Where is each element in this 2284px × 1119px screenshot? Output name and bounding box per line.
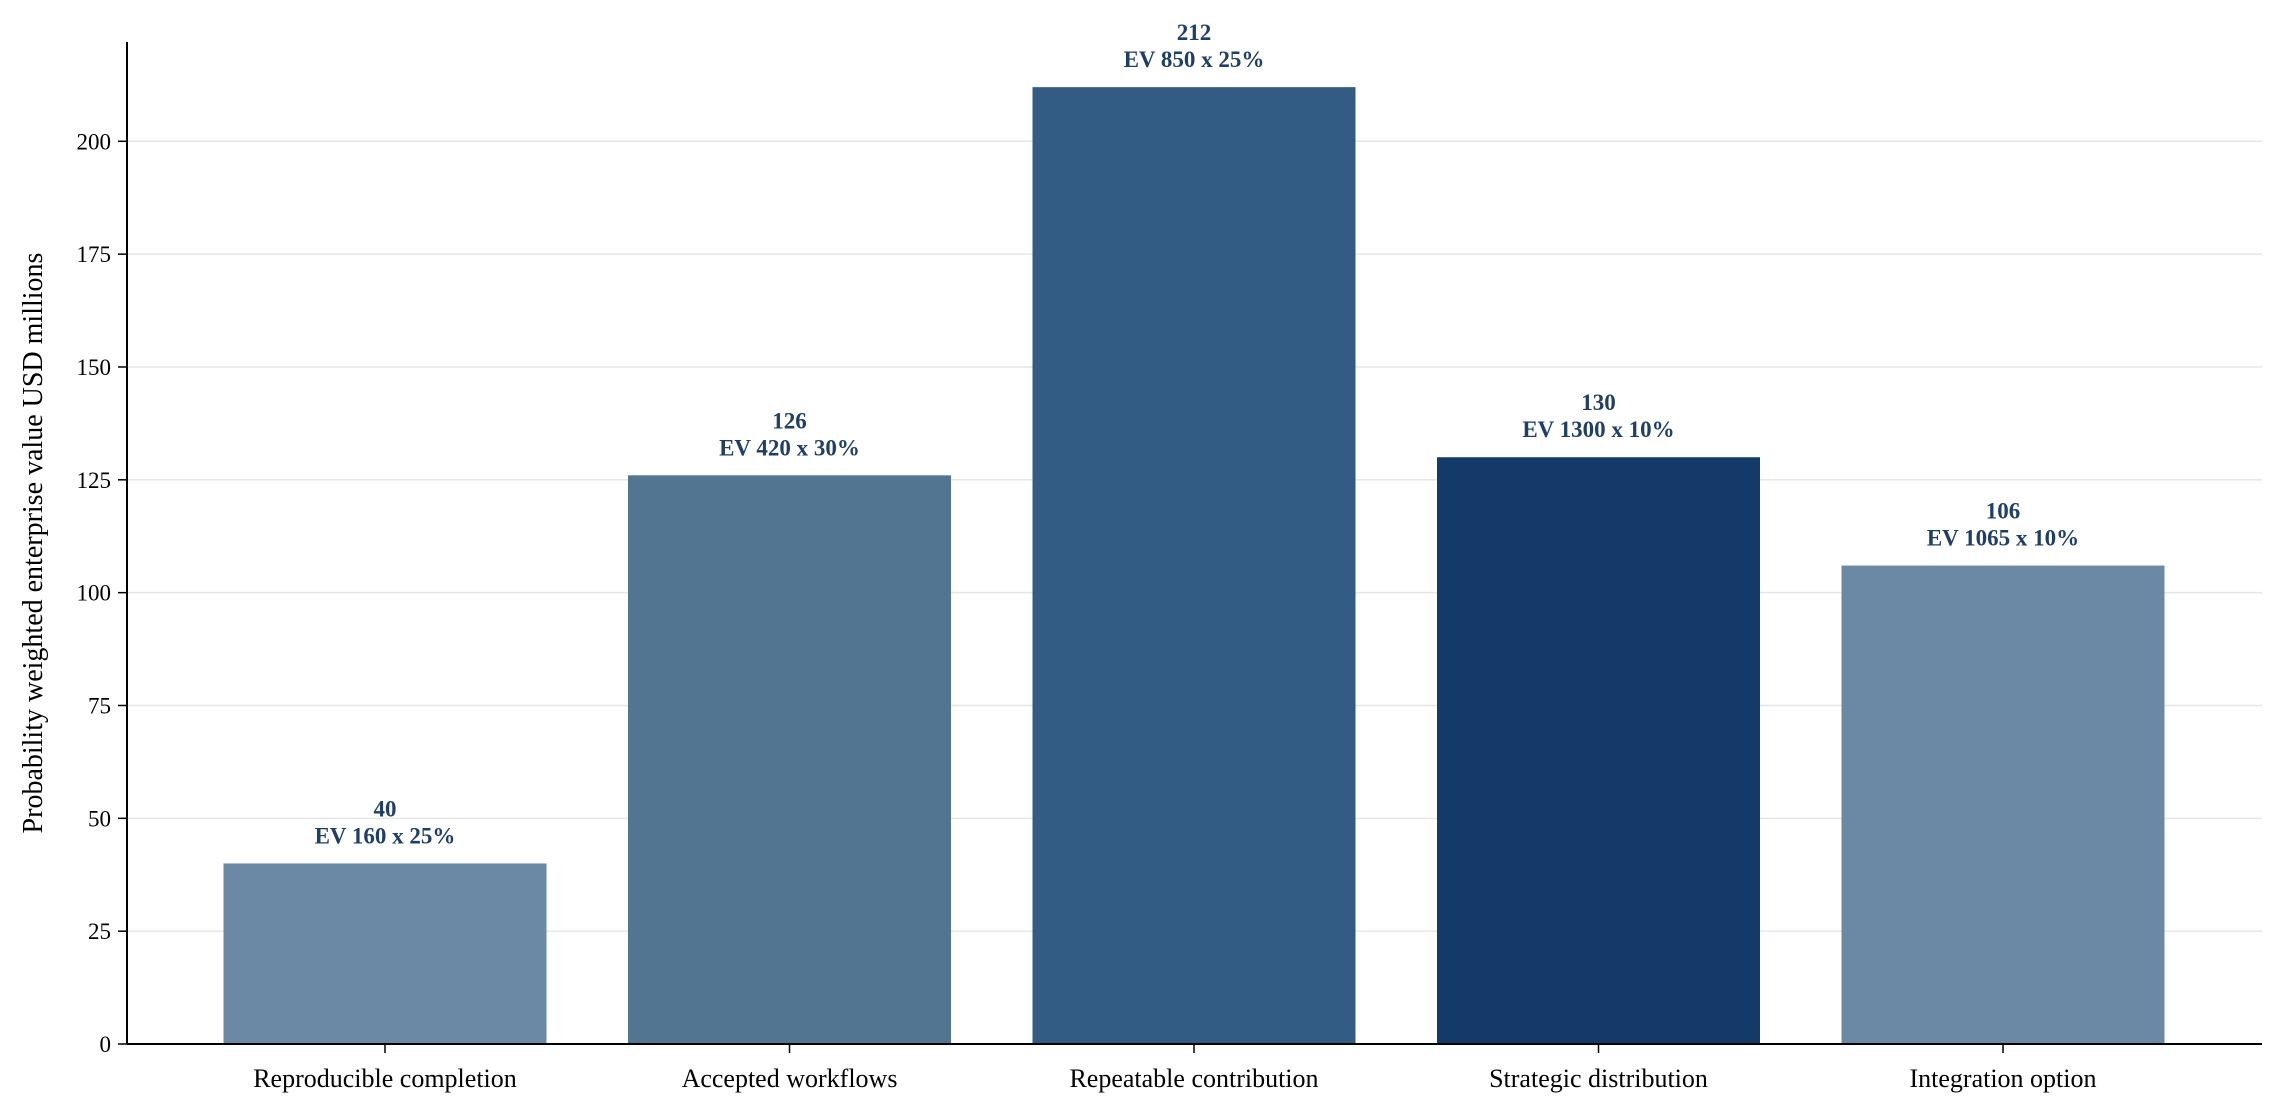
value-label: 126 [772, 408, 807, 433]
annotation-label: EV 420 x 30% [719, 435, 860, 460]
y-axis-title: Probability weighted enterprise value US… [18, 253, 49, 834]
bar [628, 475, 951, 1044]
x-tick-label: Integration option [1909, 1064, 2096, 1093]
x-tick-label: Repeatable contribution [1069, 1064, 1318, 1093]
value-label: 212 [1177, 20, 1212, 45]
bar [1841, 565, 2165, 1044]
value-label: 40 [374, 796, 397, 821]
y-tick-label: 75 [88, 693, 111, 718]
bars [223, 87, 2165, 1044]
x-tick-label: Strategic distribution [1489, 1064, 1708, 1093]
y-tick-label: 175 [77, 242, 112, 267]
y-tick-label: 125 [77, 468, 112, 493]
y-tick-label: 150 [77, 355, 112, 380]
annotation-label: EV 1300 x 10% [1522, 417, 1674, 442]
annotation-label: EV 850 x 25% [1124, 47, 1265, 72]
y-tick-label: 200 [77, 129, 112, 154]
annotation-label: EV 1065 x 10% [1927, 526, 2079, 551]
bar [1032, 87, 1356, 1044]
x-tick-label: Reproducible completion [253, 1064, 517, 1093]
y-tick-label: 0 [100, 1032, 112, 1057]
bar [1437, 457, 1760, 1044]
annotation-label: EV 160 x 25% [315, 823, 456, 848]
y-tick-label: 25 [88, 919, 111, 944]
bar [223, 863, 547, 1044]
value-label: 130 [1581, 390, 1616, 415]
y-tick-label: 50 [88, 806, 111, 831]
x-tick-label: Accepted workflows [682, 1064, 898, 1093]
y-tick-label: 100 [77, 581, 112, 606]
value-label: 106 [1986, 499, 2021, 524]
axes: 0 25 50 75 100 125 150 175 200 Reproducible compl… [77, 42, 2262, 1093]
